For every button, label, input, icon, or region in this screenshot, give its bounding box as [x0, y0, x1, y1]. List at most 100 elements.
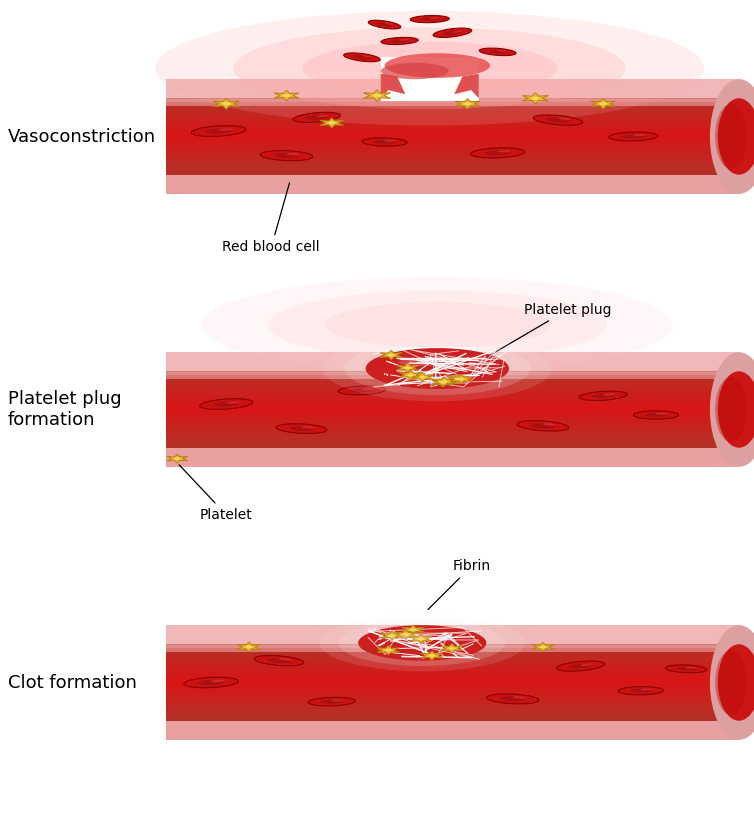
Polygon shape	[166, 173, 739, 174]
Ellipse shape	[470, 147, 525, 158]
Ellipse shape	[339, 386, 385, 395]
Ellipse shape	[339, 620, 506, 666]
Polygon shape	[166, 137, 739, 138]
Ellipse shape	[317, 115, 329, 117]
Polygon shape	[411, 373, 434, 382]
Ellipse shape	[385, 649, 392, 651]
Ellipse shape	[200, 399, 253, 410]
Ellipse shape	[440, 380, 448, 382]
Ellipse shape	[656, 413, 667, 414]
Polygon shape	[166, 705, 739, 708]
Text: Red blood cell: Red blood cell	[222, 183, 320, 254]
Polygon shape	[166, 698, 739, 699]
Polygon shape	[166, 702, 739, 704]
Polygon shape	[166, 685, 739, 686]
Polygon shape	[166, 625, 739, 645]
Polygon shape	[166, 709, 739, 711]
Polygon shape	[166, 133, 739, 134]
Ellipse shape	[543, 423, 556, 426]
Polygon shape	[166, 114, 739, 115]
Polygon shape	[166, 650, 739, 652]
Ellipse shape	[302, 426, 314, 428]
Ellipse shape	[718, 371, 754, 448]
Ellipse shape	[454, 378, 461, 380]
Polygon shape	[394, 630, 417, 639]
Polygon shape	[381, 631, 403, 640]
Ellipse shape	[320, 699, 343, 704]
Polygon shape	[380, 351, 402, 360]
Ellipse shape	[579, 391, 627, 400]
Polygon shape	[166, 131, 739, 133]
Polygon shape	[409, 634, 432, 644]
Ellipse shape	[400, 39, 409, 41]
Polygon shape	[166, 690, 739, 692]
Ellipse shape	[219, 129, 232, 131]
Ellipse shape	[418, 376, 426, 378]
Polygon shape	[166, 398, 739, 400]
Ellipse shape	[276, 423, 327, 433]
Ellipse shape	[222, 102, 230, 105]
Polygon shape	[166, 663, 739, 665]
Ellipse shape	[645, 413, 667, 417]
Ellipse shape	[513, 696, 526, 699]
Polygon shape	[166, 157, 739, 160]
Ellipse shape	[385, 140, 396, 142]
Polygon shape	[166, 692, 739, 694]
Polygon shape	[166, 102, 739, 104]
Polygon shape	[166, 423, 739, 425]
Polygon shape	[381, 74, 406, 98]
Text: Vasoconstriction: Vasoconstriction	[8, 128, 155, 146]
Polygon shape	[166, 396, 739, 398]
Polygon shape	[166, 446, 739, 448]
Polygon shape	[166, 171, 739, 173]
Polygon shape	[166, 375, 739, 377]
Polygon shape	[421, 651, 443, 660]
Polygon shape	[166, 371, 739, 379]
Ellipse shape	[305, 115, 328, 120]
Polygon shape	[377, 645, 400, 654]
Polygon shape	[166, 352, 739, 371]
Polygon shape	[166, 715, 739, 717]
Ellipse shape	[410, 16, 449, 23]
Polygon shape	[237, 642, 261, 652]
Polygon shape	[166, 448, 739, 467]
Ellipse shape	[533, 115, 583, 125]
Polygon shape	[166, 681, 739, 682]
Polygon shape	[166, 408, 739, 410]
Ellipse shape	[666, 665, 706, 672]
Polygon shape	[166, 150, 739, 152]
Ellipse shape	[213, 401, 239, 407]
Ellipse shape	[388, 635, 396, 637]
Text: Platelet: Platelet	[179, 464, 253, 522]
Ellipse shape	[362, 138, 407, 146]
Polygon shape	[166, 165, 739, 167]
Polygon shape	[166, 704, 739, 705]
Ellipse shape	[174, 458, 180, 459]
Ellipse shape	[718, 98, 754, 174]
Polygon shape	[166, 148, 739, 150]
Ellipse shape	[302, 42, 557, 95]
Polygon shape	[166, 410, 739, 411]
Polygon shape	[166, 652, 739, 654]
Polygon shape	[166, 402, 739, 404]
Ellipse shape	[245, 645, 253, 649]
Ellipse shape	[324, 302, 550, 348]
Ellipse shape	[609, 132, 657, 141]
Ellipse shape	[531, 423, 555, 428]
Ellipse shape	[279, 658, 291, 660]
Ellipse shape	[254, 655, 304, 666]
Ellipse shape	[320, 614, 525, 672]
Ellipse shape	[201, 277, 673, 373]
Polygon shape	[166, 100, 739, 102]
Ellipse shape	[603, 393, 615, 396]
Polygon shape	[166, 673, 739, 675]
Polygon shape	[397, 363, 418, 373]
Polygon shape	[166, 140, 739, 143]
Polygon shape	[166, 438, 739, 440]
Polygon shape	[166, 405, 739, 408]
Polygon shape	[320, 118, 344, 128]
Ellipse shape	[385, 23, 393, 25]
Polygon shape	[166, 127, 739, 129]
Polygon shape	[166, 719, 739, 721]
Ellipse shape	[377, 22, 392, 27]
